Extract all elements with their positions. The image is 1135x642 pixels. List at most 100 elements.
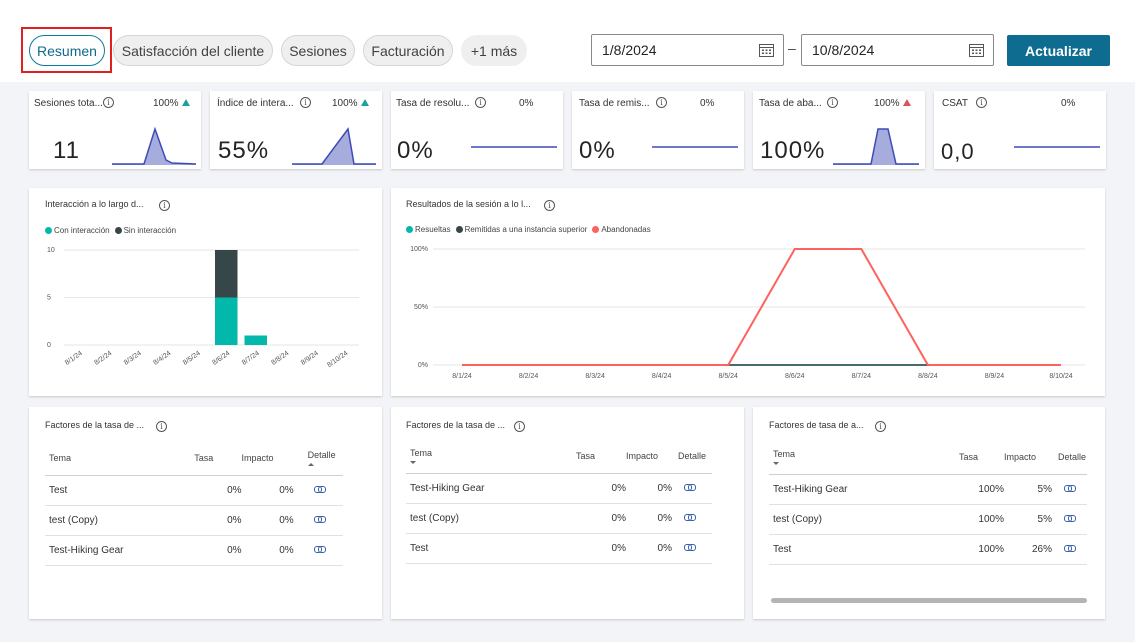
- cell-impacto: 0%: [241, 475, 294, 506]
- table-row[interactable]: Test-Hiking Gear 0% 0%: [45, 535, 343, 566]
- table-row[interactable]: Test 0% 0%: [45, 475, 343, 506]
- end-date-value: 10/8/2024: [812, 42, 875, 58]
- legend-item[interactable]: Con interacción: [45, 226, 110, 235]
- tab-more[interactable]: +1 más: [461, 35, 527, 66]
- info-icon[interactable]: i: [103, 97, 114, 108]
- y-tick-label: 5: [47, 295, 51, 302]
- sort-desc-icon: [410, 460, 416, 464]
- y-tick-label: 0%: [418, 362, 428, 369]
- info-icon[interactable]: i: [656, 97, 667, 108]
- filter-bar: Resumen Satisfacción del cliente Sesione…: [0, 0, 1135, 82]
- tab-resumen[interactable]: Resumen: [29, 35, 105, 66]
- link-icon[interactable]: [684, 483, 696, 491]
- calendar-icon[interactable]: [759, 43, 774, 57]
- cell-impacto: 0%: [626, 503, 672, 534]
- kpi-card-engagement: Índice de intera... i 100% 55%: [210, 91, 382, 169]
- kpi-title: CSAT: [942, 98, 968, 109]
- legend-item[interactable]: Resueltas: [406, 225, 451, 234]
- x-tick-label: 8/1/24: [452, 373, 472, 380]
- cell-tasa: 0%: [576, 503, 626, 534]
- column-header[interactable]: Detalle: [293, 441, 343, 476]
- kpi-sparkline: [652, 146, 738, 148]
- cell-tema: Test-Hiking Gear: [45, 535, 195, 566]
- column-header[interactable]: Impacto: [626, 439, 672, 474]
- info-icon[interactable]: i: [156, 421, 167, 432]
- info-icon[interactable]: i: [875, 421, 886, 432]
- legend-item[interactable]: Remitidas a una instancia superior: [455, 225, 587, 234]
- info-icon[interactable]: i: [544, 200, 555, 211]
- column-header[interactable]: Tasa: [194, 441, 242, 476]
- link-icon[interactable]: [313, 485, 326, 493]
- table-row[interactable]: test (Copy) 100% 5%: [769, 504, 1087, 535]
- bar: [244, 335, 267, 345]
- cell-tema: test (Copy): [45, 505, 195, 536]
- sort-desc-icon: [773, 461, 779, 465]
- kpi-sparkline: [112, 126, 196, 165]
- cell-impacto: 0%: [626, 473, 672, 504]
- tab-label: Facturación: [371, 42, 445, 59]
- tab-facturacion[interactable]: Facturación: [363, 35, 453, 66]
- table-row[interactable]: Test-Hiking Gear 100% 5%: [769, 474, 1087, 505]
- link-icon[interactable]: [1064, 514, 1076, 522]
- x-tick-label: 8/8/24: [270, 350, 290, 367]
- calendar-icon[interactable]: [969, 43, 984, 57]
- driver-table-card-3: Factores de tasa de a... i Tema Tasa Imp…: [753, 407, 1105, 619]
- x-tick-label: 8/1/24: [64, 350, 84, 367]
- bar: [215, 250, 238, 298]
- cell-impacto: 0%: [241, 535, 294, 566]
- tab-satisfaccion[interactable]: Satisfacción del cliente: [113, 35, 273, 66]
- kpi-title: Tasa de aba...: [759, 98, 822, 109]
- link-icon[interactable]: [313, 515, 326, 523]
- column-header[interactable]: Impacto: [241, 441, 294, 476]
- column-header[interactable]: Tasa: [576, 439, 626, 474]
- info-icon[interactable]: i: [300, 97, 311, 108]
- info-icon[interactable]: i: [976, 97, 987, 108]
- engagement-chart: 0 5 10 8/1/24 8/2/24 8/3/24 8/4/24 8/5/24 8/6/24…: [47, 247, 359, 369]
- table-row[interactable]: test (Copy) 0% 0%: [406, 503, 712, 534]
- column-header[interactable]: Detalle: [1052, 440, 1087, 475]
- kpi-value: 100%: [760, 137, 826, 164]
- table-row[interactable]: Test-Hiking Gear 0% 0%: [406, 473, 712, 504]
- table-row[interactable]: test (Copy) 0% 0%: [45, 505, 343, 536]
- info-icon[interactable]: i: [159, 200, 170, 211]
- driver-table: Tema Tasa Impacto Detalle Test-Hiking Ge…: [769, 440, 1087, 565]
- end-date-input[interactable]: 10/8/2024: [801, 34, 994, 66]
- x-tick-label: 8/10/24: [326, 350, 349, 369]
- table-title: Factores de la tasa de ...: [406, 420, 506, 430]
- kpi-change: 0%: [1061, 98, 1076, 109]
- kpi-change: 0%: [519, 98, 534, 109]
- cell-impacto: 26%: [1004, 534, 1052, 565]
- info-icon[interactable]: i: [475, 97, 486, 108]
- start-date-input[interactable]: 1/8/2024: [591, 34, 784, 66]
- x-tick-label: 8/2/24: [93, 350, 113, 367]
- link-icon[interactable]: [684, 543, 696, 551]
- info-icon[interactable]: i: [514, 421, 525, 432]
- update-button[interactable]: Actualizar: [1007, 35, 1110, 66]
- kpi-title: Sesiones tota...: [34, 98, 103, 109]
- link-icon[interactable]: [1064, 484, 1076, 492]
- column-header[interactable]: Tema: [769, 440, 959, 475]
- series-line: [462, 248, 1061, 366]
- x-tick-label: 8/8/24: [918, 373, 938, 380]
- column-header[interactable]: Tema: [406, 439, 576, 474]
- link-icon[interactable]: [1064, 544, 1076, 552]
- tab-label: Resumen: [37, 42, 97, 59]
- table-row[interactable]: Test 100% 26%: [769, 534, 1087, 565]
- column-header[interactable]: Detalle: [672, 439, 712, 474]
- legend-item[interactable]: Sin interacción: [114, 226, 176, 235]
- table-row[interactable]: Test 0% 0%: [406, 533, 712, 564]
- link-icon[interactable]: [684, 513, 696, 521]
- tab-label: +1 más: [470, 42, 518, 59]
- kpi-card-sessions: Sesiones tota... i 100% 11: [29, 91, 201, 169]
- legend-item[interactable]: Abandonadas: [592, 225, 651, 234]
- tab-sesiones[interactable]: Sesiones: [281, 35, 355, 66]
- table-title: Factores de tasa de a...: [769, 420, 864, 430]
- kpi-title: Tasa de remis...: [579, 98, 650, 109]
- column-header[interactable]: Tema: [45, 441, 195, 476]
- kpi-sparkline: [471, 146, 557, 148]
- column-header[interactable]: Impacto: [1004, 440, 1052, 475]
- link-icon[interactable]: [313, 545, 326, 553]
- horizontal-scrollbar[interactable]: [771, 598, 1087, 603]
- column-header[interactable]: Tasa: [959, 440, 1004, 475]
- info-icon[interactable]: i: [827, 97, 838, 108]
